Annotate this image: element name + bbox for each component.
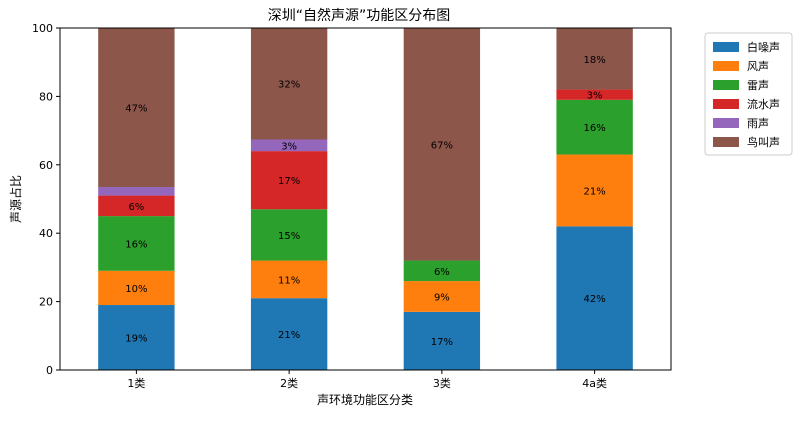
data-label: 18% (584, 55, 606, 66)
legend-label: 白噪声 (747, 40, 780, 54)
data-label: 21% (278, 330, 300, 341)
y-tick-label: 80 (39, 90, 53, 103)
bar-segment (98, 216, 175, 271)
bar-segment (250, 298, 328, 370)
bar-segment (98, 28, 175, 188)
y-tick-label: 40 (39, 227, 53, 240)
legend-swatch (713, 80, 739, 90)
bar-segment (556, 89, 633, 100)
data-label: 6% (128, 202, 144, 213)
bar-segment (403, 260, 481, 282)
bar-segment (403, 311, 481, 370)
data-label: 3% (281, 141, 297, 152)
bar-segment (250, 260, 328, 299)
data-label: 47% (125, 104, 147, 115)
legend-label: 雨声 (747, 116, 769, 130)
plot-frame (59, 27, 672, 371)
data-label: 11% (278, 275, 300, 286)
y-axis-label: 声源占比 (8, 175, 23, 223)
bar-segment (98, 187, 175, 196)
bar-segment (250, 28, 328, 140)
y-tick-label: 100 (32, 22, 53, 35)
bar-segment (556, 99, 633, 155)
bar-segment (98, 305, 175, 370)
data-label: 16% (125, 239, 147, 250)
data-label: 16% (584, 123, 606, 134)
data-label: 17% (278, 176, 300, 187)
bar-segment (556, 226, 633, 370)
legend-swatch (713, 42, 739, 52)
bar-segment (556, 28, 633, 90)
data-label: 67% (431, 140, 453, 151)
legend-swatch (713, 61, 739, 71)
data-label: 15% (278, 231, 300, 242)
y-tick-label: 20 (39, 296, 53, 309)
legend-label: 流水声 (747, 97, 780, 111)
data-label: 10% (125, 284, 147, 295)
legend-swatch (713, 137, 739, 147)
data-label: 42% (584, 294, 606, 305)
plot-area: 0 20 40 60 80 100 19% 10% 16% 6% 47% 1类 21% 11% 15% 17%… (32, 22, 633, 390)
x-axis-label: 声环境功能区分类 (317, 392, 413, 407)
data-label: 17% (431, 337, 453, 348)
data-label: 32% (278, 80, 300, 91)
chart-title: 深圳“自然声源”功能区分布图 (268, 7, 451, 24)
legend-swatch (713, 99, 739, 109)
data-label: 3% (587, 91, 603, 102)
legend-label: 风声 (747, 59, 769, 73)
x-tick-label: 1类 (127, 376, 145, 390)
data-label: 9% (434, 292, 450, 303)
data-label: 6% (434, 267, 450, 278)
bar-segment (250, 151, 328, 210)
x-tick-label: 3类 (433, 376, 451, 390)
bar-segment (250, 209, 328, 261)
data-label: 21% (584, 186, 606, 197)
y-tick-label: 0 (46, 364, 53, 377)
bar-segment (98, 195, 175, 217)
legend-label: 鸟叫声 (747, 135, 780, 149)
y-tick-label: 60 (39, 159, 53, 172)
x-tick-label: 2类 (280, 376, 298, 390)
data-label: 19% (125, 334, 147, 345)
x-tick-label: 4a类 (582, 376, 607, 390)
bar-segment (250, 139, 328, 152)
bar-segment (403, 28, 481, 261)
bar-segment (556, 154, 633, 227)
bar-segment (98, 270, 175, 306)
legend-swatch (713, 118, 739, 128)
legend-label: 雷声 (747, 78, 769, 92)
bar-segment (403, 281, 481, 312)
